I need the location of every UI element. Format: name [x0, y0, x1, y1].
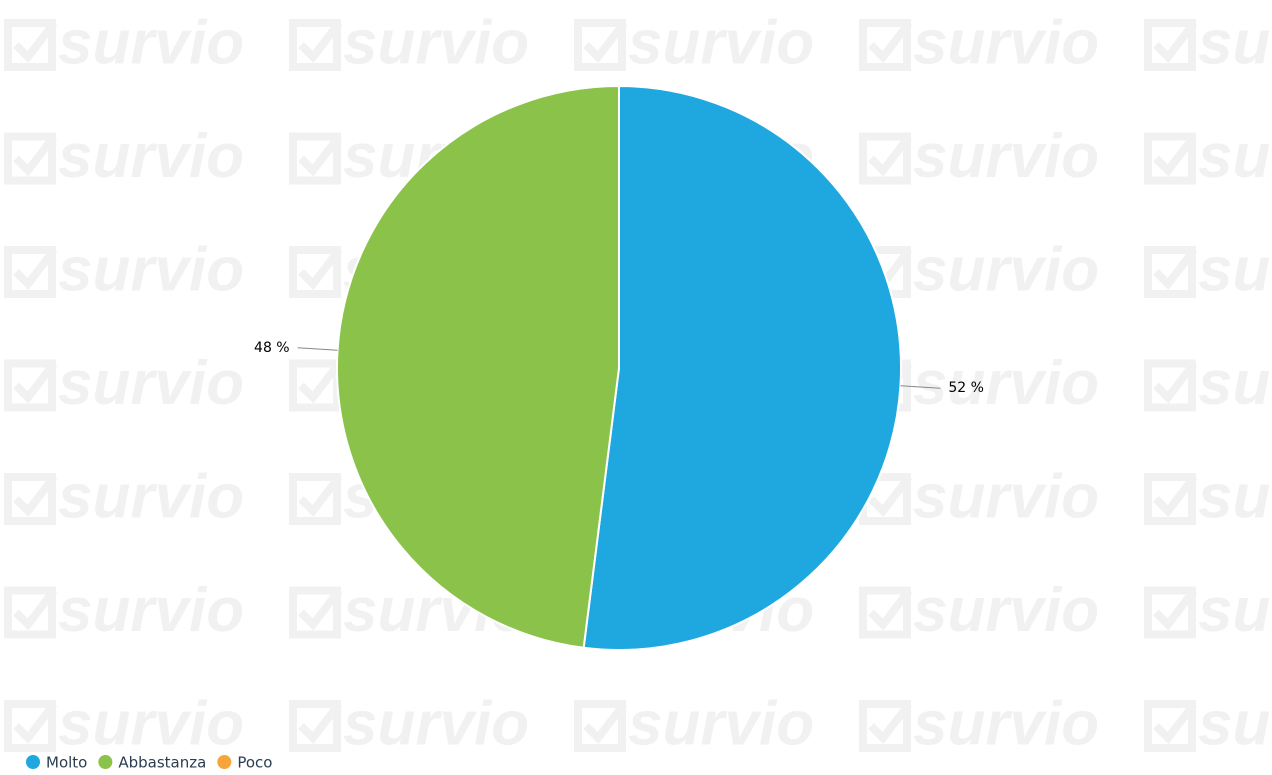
watermark-icon: [859, 586, 913, 639]
legend-swatch: [98, 755, 113, 769]
watermark-text: survio: [343, 8, 529, 77]
watermark-icon: [289, 246, 343, 298]
watermark-text: survio: [58, 462, 244, 531]
pie: 52 % 48 %: [254, 84, 984, 651]
watermark-icon: [4, 700, 58, 752]
watermark-text: survio: [1198, 122, 1272, 191]
watermark-icon: [859, 19, 913, 71]
data-label: 52 %: [948, 380, 984, 396]
data-label: 48 %: [254, 340, 290, 356]
watermark-text: survio: [913, 8, 1099, 77]
watermark-icon: [574, 700, 628, 752]
watermark-text: survio: [343, 689, 529, 758]
watermark-text: survio: [58, 122, 244, 191]
watermark-icon: [4, 586, 58, 639]
watermark-text: survio: [58, 235, 244, 304]
watermark-text: survio: [628, 8, 814, 77]
pie-slice: [582, 84, 902, 651]
watermark-icon: [289, 359, 343, 412]
watermark-text: survio: [913, 122, 1099, 191]
watermark-text: survio: [628, 689, 814, 758]
watermark-icon: [859, 700, 913, 752]
watermark-text: survio: [1198, 576, 1272, 645]
watermark-icon: [289, 586, 343, 639]
watermark-icon: [289, 700, 343, 752]
watermark-icon: [1144, 132, 1198, 185]
pie-slice: [336, 84, 620, 649]
legend-label: Abbastanza: [118, 754, 206, 772]
watermark-icon: [289, 19, 343, 71]
label-connector: [297, 347, 338, 351]
watermark-icon: [1144, 246, 1198, 298]
watermark-text: survio: [913, 349, 1099, 418]
watermark-text: survio: [1198, 462, 1272, 531]
watermark-icon: [4, 19, 58, 71]
legend-label: Poco: [237, 754, 272, 772]
watermark-icon: [4, 246, 58, 298]
watermark-text: survio: [913, 576, 1099, 645]
legend-label: Molto: [46, 754, 87, 772]
legend: Molto Abbastanza Poco: [26, 754, 272, 772]
watermark-text: survio: [913, 462, 1099, 531]
watermark-icon: [574, 19, 628, 71]
watermark-text: survio: [1198, 8, 1272, 77]
watermark-icon: [1144, 359, 1198, 412]
watermark-text: survio: [58, 8, 244, 77]
legend-swatch: [217, 755, 232, 769]
watermark-icon: [4, 473, 58, 525]
legend-swatch: [26, 755, 40, 769]
watermark-icon: [1144, 19, 1198, 71]
watermark-text: survio: [58, 689, 244, 758]
watermark-icon: [289, 132, 343, 185]
watermark-icon: [4, 359, 58, 412]
watermark-text: survio: [58, 349, 244, 418]
watermark-icon: [1144, 700, 1198, 752]
watermark-text: survio: [1198, 235, 1272, 304]
watermark-text: survio: [1198, 349, 1272, 418]
watermark-text: survio: [913, 689, 1099, 758]
watermark-icon: [1144, 586, 1198, 639]
label-connector: [900, 385, 941, 389]
watermark-icon: [4, 132, 58, 185]
watermark-text: survio: [913, 235, 1099, 304]
watermark-text: survio: [58, 576, 244, 645]
watermark-icon: [859, 132, 913, 185]
watermark-icon: [289, 473, 343, 525]
watermark-text: survio: [1198, 689, 1272, 758]
watermark-icon: [1144, 473, 1198, 525]
